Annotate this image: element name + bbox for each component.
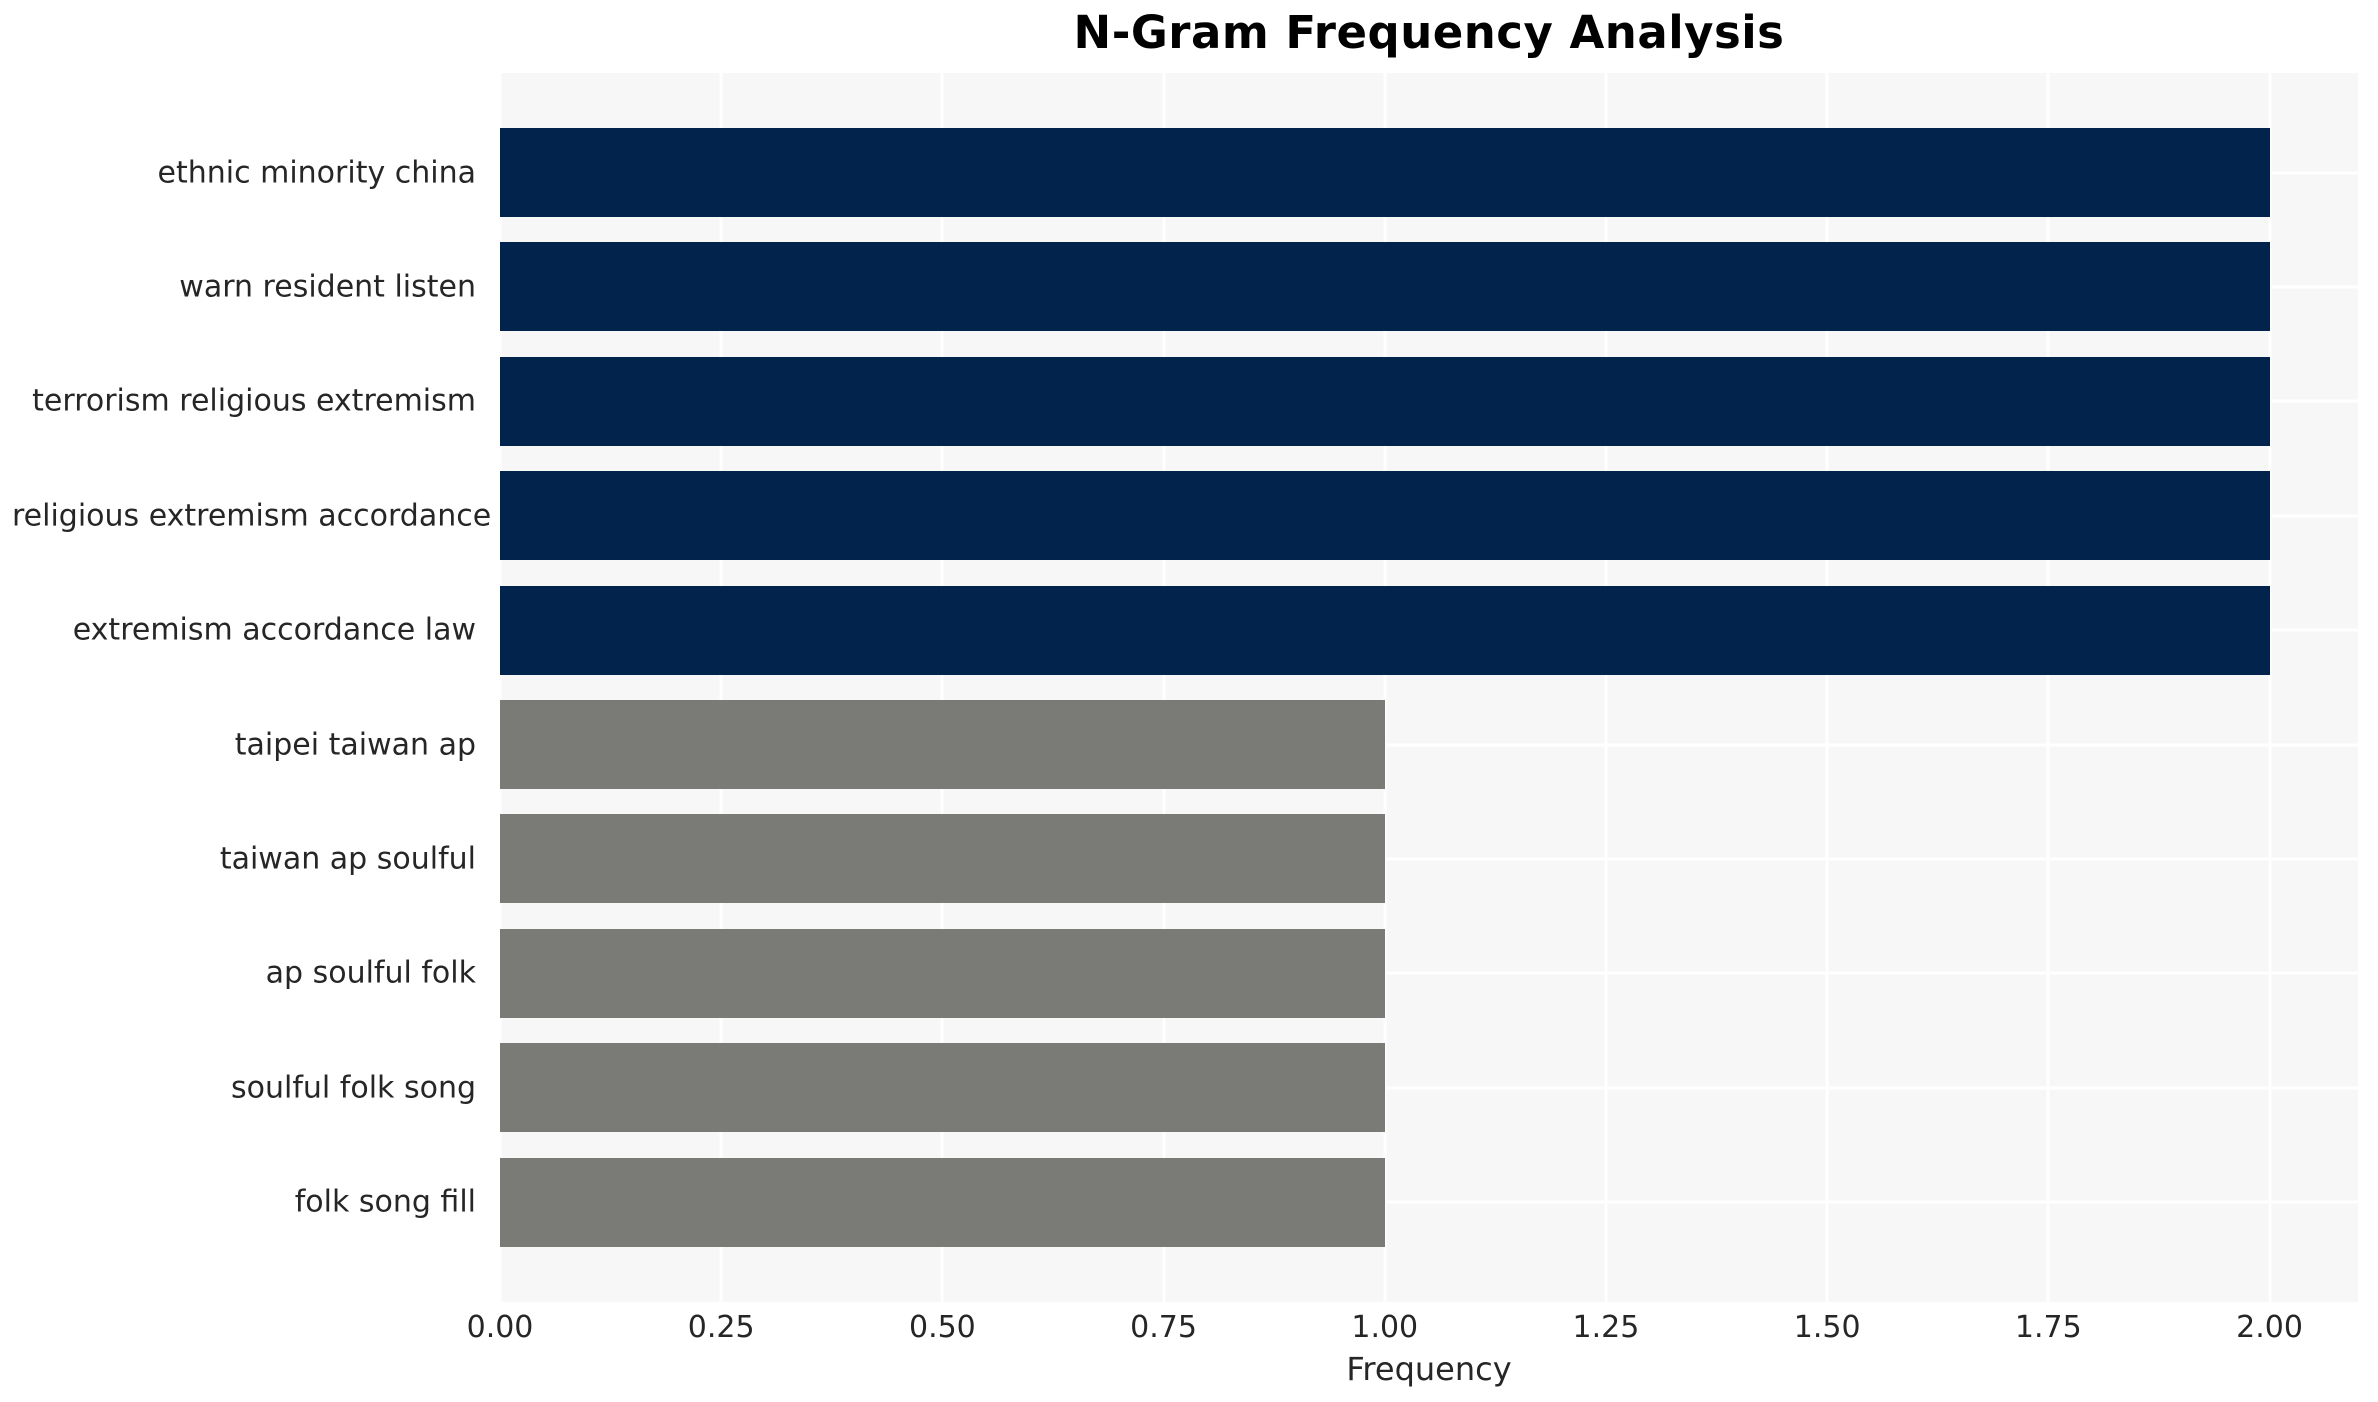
horizontal-gridline <box>500 1086 2358 1090</box>
x-tick-label: 1.00 <box>1351 1310 1419 1345</box>
x-tick-label: 0.00 <box>466 1310 534 1345</box>
bar-folk-song-fill <box>500 1157 1385 1247</box>
horizontal-gridline <box>500 971 2358 975</box>
y-tick-label: taipei taiwan ap <box>234 727 476 762</box>
x-tick-label: 0.50 <box>908 1310 976 1345</box>
bar-extremism-accordance-law <box>500 585 2270 675</box>
y-tick-label: terrorism religious extremism <box>32 383 476 419</box>
vertical-gridline <box>1604 73 1608 1302</box>
bar-religious-extremism-accordance <box>500 471 2270 561</box>
vertical-gridline <box>719 73 723 1302</box>
vertical-gridline <box>1162 73 1166 1302</box>
chart-title: N-Gram Frequency Analysis <box>1073 6 1785 59</box>
x-tick-label: 1.75 <box>2014 1310 2082 1345</box>
vertical-gridline <box>2046 73 2050 1302</box>
bar-taiwan-ap-soulful <box>500 814 1385 904</box>
bar-ap-soulful-folk <box>500 928 1385 1018</box>
vertical-gridline <box>498 73 502 1302</box>
horizontal-gridline <box>500 857 2358 861</box>
x-tick-label: 0.25 <box>687 1310 755 1345</box>
y-tick-label: ap soulful folk <box>265 955 476 991</box>
x-tick-label: 1.25 <box>1572 1310 1640 1345</box>
bar-taipei-taiwan-ap <box>500 700 1385 789</box>
horizontal-gridline <box>500 1200 2358 1204</box>
y-tick-label: warn resident listen <box>179 269 476 305</box>
y-tick-label: ethnic minority china <box>157 155 476 190</box>
vertical-gridline <box>940 73 944 1302</box>
horizontal-gridline <box>500 743 2358 746</box>
y-tick-label: extremism accordance law <box>72 612 476 648</box>
x-tick-label: 2.00 <box>2236 1310 2303 1345</box>
bar-terrorism-religious-extremism <box>500 356 2270 446</box>
vertical-gridline <box>2268 73 2272 1302</box>
bar-soulful-folk-song <box>500 1043 1385 1133</box>
y-tick-label: religious extremism accordance <box>12 498 492 534</box>
y-tick-label: folk song fill <box>294 1184 476 1220</box>
y-tick-label: taiwan ap soulful <box>219 841 476 877</box>
plot-area <box>498 73 2358 1302</box>
vertical-gridline <box>1825 73 1829 1302</box>
x-tick-label: 0.75 <box>1130 1310 1197 1345</box>
y-axis-labels: ethnic minority china warn resident liste… <box>0 73 492 1302</box>
x-axis-ticks: 0.00 0.25 0.50 0.75 1.00 1.25 1.50 1.75 2.00 <box>0 1310 2378 1350</box>
vertical-gridline <box>1383 73 1387 1302</box>
bar-ethnic-minority-china <box>500 128 2270 217</box>
y-tick-label: soulful folk song <box>231 1070 476 1106</box>
x-axis-title: Frequency <box>1346 1350 1512 1388</box>
bar-warn-resident-listen <box>500 242 2270 332</box>
x-tick-label: 1.50 <box>1793 1310 1861 1345</box>
